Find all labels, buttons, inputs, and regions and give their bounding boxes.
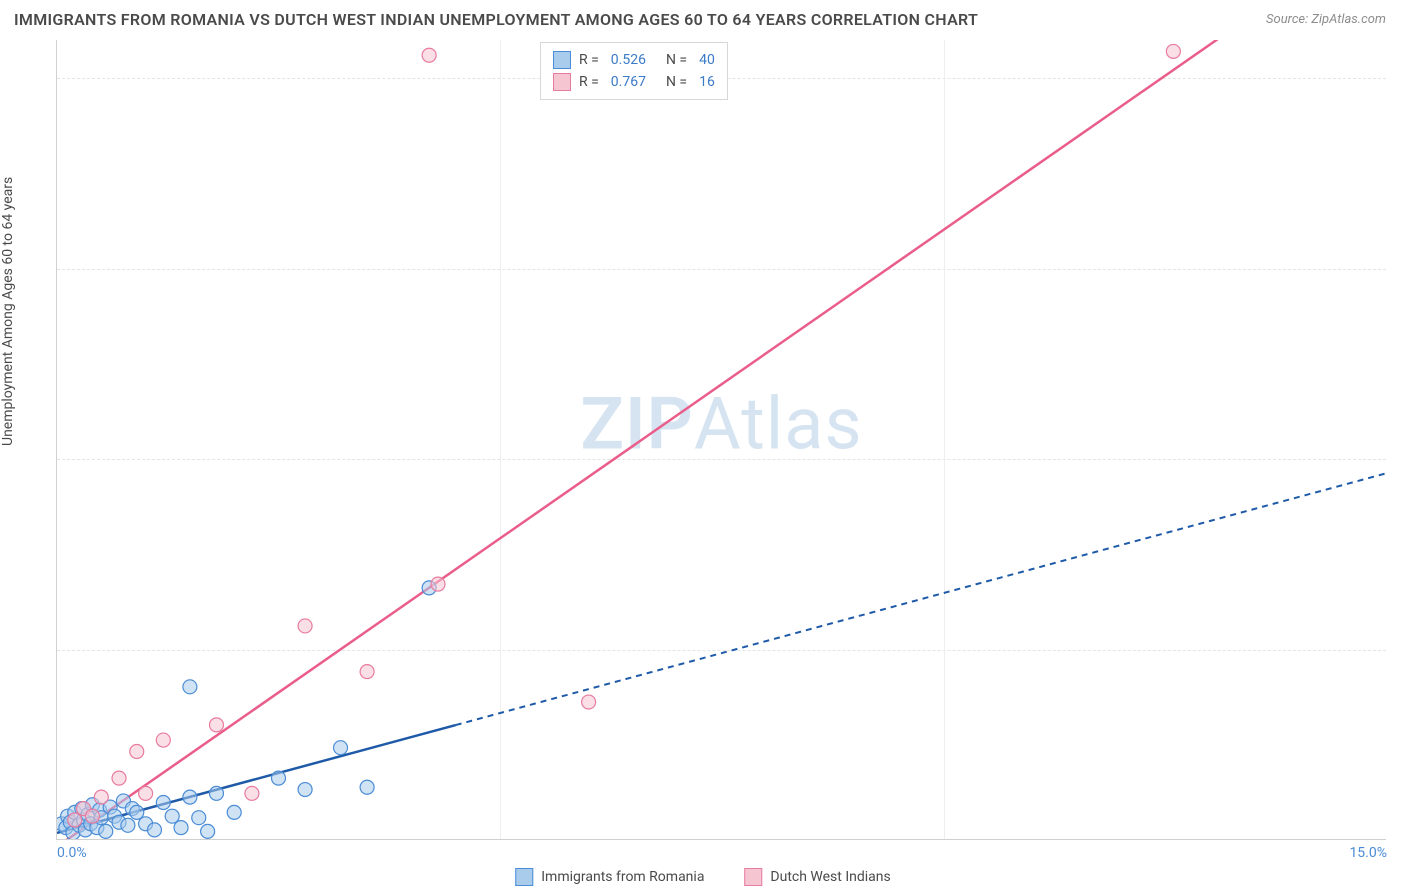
legend-row-series-0: R = 0.526 N = 40 [553, 49, 715, 71]
legend-label-0: Immigrants from Romania [541, 869, 704, 885]
legend-row-series-1: R = 0.767 N = 16 [553, 71, 715, 93]
legend-item-1: Dutch West Indians [744, 868, 890, 886]
series-legend: Immigrants from Romania Dutch West India… [515, 868, 891, 886]
y-axis-label: Unemployment Among Ages 60 to 64 years [0, 177, 16, 446]
x-tick-label: 0.0% [57, 845, 87, 861]
r-label: R = [579, 52, 599, 68]
swatch-series-1 [553, 73, 571, 91]
source-attribution: Source: ZipAtlas.com [1266, 12, 1386, 27]
n-value-0: 40 [699, 52, 715, 68]
plot-svg [57, 40, 1386, 839]
legend-item-0: Immigrants from Romania [515, 868, 704, 886]
swatch-bottom-0 [515, 868, 533, 886]
plot-area: ZIPAtlas 25.0%50.0%75.0%100.0%0.0%15.0% [56, 40, 1386, 840]
n-value-1: 16 [699, 74, 715, 90]
legend-label-1: Dutch West Indians [770, 869, 890, 885]
chart-container: IMMIGRANTS FROM ROMANIA VS DUTCH WEST IN… [0, 0, 1406, 892]
chart-title: IMMIGRANTS FROM ROMANIA VS DUTCH WEST IN… [14, 10, 978, 29]
n-label: N = [666, 52, 687, 68]
r-label: R = [579, 74, 599, 90]
correlation-legend: R = 0.526 N = 40 R = 0.767 N = 16 [540, 42, 728, 100]
r-value-0: 0.526 [611, 52, 646, 68]
swatch-series-0 [553, 51, 571, 69]
r-value-1: 0.767 [611, 74, 646, 90]
x-tick-label: 15.0% [1349, 845, 1387, 861]
swatch-bottom-1 [744, 868, 762, 886]
n-label: N = [666, 74, 687, 90]
